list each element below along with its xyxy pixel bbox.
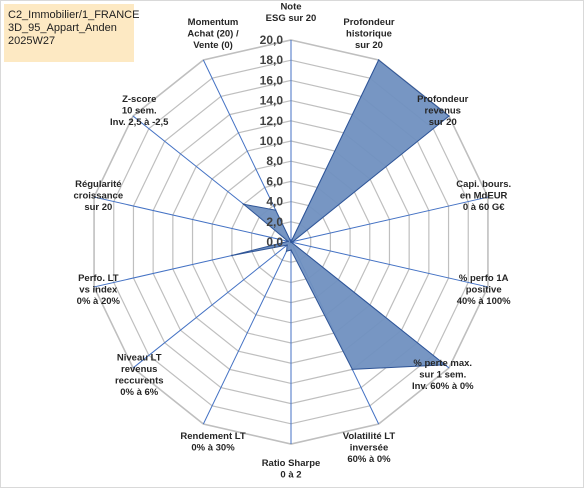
radar-tick-labels: 0,0 2,0 4,0 6,0 8,0 10,0 12,0 14,0 16,0 18,0 20,0 xyxy=(260,33,284,249)
axis-spoke-4 xyxy=(290,241,489,288)
data-point-4 xyxy=(290,241,292,243)
title-line-3: 2025W27 xyxy=(8,35,56,47)
axis-label-2-line-0: Profondeur xyxy=(417,94,468,105)
axis-label-13: Momentum Achat (20) / Vente (0) xyxy=(187,17,239,51)
axis-label-12-line-1: 10 sem. xyxy=(122,105,157,116)
axis-label-8-line-1: 0% à 30% xyxy=(191,442,235,453)
axis-label-9-line-1: revenus xyxy=(121,364,157,375)
axis-label-8: Rendement LT 0% à 30% xyxy=(180,431,245,454)
axis-label-2-line-2: sur 20 xyxy=(429,117,457,128)
axis-label-13-line-2: Vente (0) xyxy=(193,40,233,51)
tick-label-5: 10,0 xyxy=(260,134,284,148)
data-point-8 xyxy=(285,250,288,252)
axis-spoke-3 xyxy=(290,196,489,243)
axis-label-4-line-0: % perfo 1A xyxy=(459,273,509,284)
axis-label-13-line-0: Momentum xyxy=(188,17,239,28)
tick-label-3: 6,0 xyxy=(266,174,283,188)
axis-label-12: Z-score 10 sem. Inv. 2,5 à -2,5 xyxy=(110,94,169,128)
axis-label-0: Note ESG sur 20 xyxy=(266,2,317,25)
data-point-1 xyxy=(377,59,380,61)
data-point-11 xyxy=(287,240,289,243)
axis-label-10-line-0: Perfo. LT xyxy=(78,273,119,284)
data-point-6 xyxy=(351,368,354,371)
axis-label-10: Perfo. LT vs index 0% à 20% xyxy=(77,273,121,307)
tick-label-7: 14,0 xyxy=(260,94,284,108)
axis-label-5-line-0: % perte max. xyxy=(413,358,472,369)
tick-label-0: 0,0 xyxy=(266,235,283,249)
axis-label-5-line-2: Inv. 60% à 0% xyxy=(412,381,474,392)
axis-label-2: Profondeur revenus sur 20 xyxy=(417,94,468,128)
title-line-2: 3D_95_Appart_Anden xyxy=(8,22,117,34)
radar-axis-labels: Note ESG sur 20 Profondeur historique sur 20… xyxy=(73,2,511,481)
axis-spoke-11 xyxy=(93,196,292,243)
axis-label-3-line-2: 0 à 60 G€ xyxy=(463,202,505,213)
tick-label-9: 18,0 xyxy=(260,53,284,67)
axis-label-8-line-0: Rendement LT xyxy=(180,431,245,442)
axis-label-6-line-0: Volatilité LT xyxy=(343,431,396,442)
tick-label-10: 20,0 xyxy=(260,33,284,47)
axis-label-3: Capi. bours. en MdEUR 0 à 60 G€ xyxy=(456,179,511,213)
axis-label-2-line-1: revenus xyxy=(425,105,461,116)
data-point-9 xyxy=(286,244,288,246)
axis-spoke-9 xyxy=(132,241,292,369)
tick-label-6: 12,0 xyxy=(260,114,284,128)
data-point-2 xyxy=(448,115,450,117)
axis-label-11-line-1: croissance xyxy=(73,190,123,201)
tick-label-8: 16,0 xyxy=(260,73,284,87)
axis-label-7: Ratio Sharpe 0 à 2 xyxy=(262,458,321,481)
axis-label-11-line-0: Régularité xyxy=(75,179,121,190)
data-point-3 xyxy=(292,240,294,243)
axis-label-4-line-1: positive xyxy=(466,285,502,296)
tick-label-2: 4,0 xyxy=(266,195,283,209)
axis-label-5-line-1: sur 1 sem. xyxy=(419,370,466,381)
tick-label-1: 2,0 xyxy=(266,215,283,229)
radar-series xyxy=(231,59,450,371)
data-point-13 xyxy=(274,209,277,211)
axis-label-10-line-2: 0% à 20% xyxy=(77,296,121,307)
axis-label-12-line-0: Z-score xyxy=(122,94,156,105)
axis-label-0-line-0: Note xyxy=(280,2,301,13)
axis-label-1-line-0: Profondeur xyxy=(343,17,394,28)
axis-label-6-line-2: 60% à 0% xyxy=(347,454,391,465)
axis-label-9: Niveau LT revenus reccurents 0% à 6% xyxy=(115,352,164,398)
axis-label-3-line-1: en MdEUR xyxy=(460,190,508,201)
axis-label-9-line-2: reccurents xyxy=(115,375,164,386)
chart-title-box: C2_Immobilier/1_FRANCE 3D_95_Appart_Ande… xyxy=(4,4,140,62)
data-point-10 xyxy=(231,254,233,257)
axis-label-6-line-1: inversée xyxy=(350,442,389,453)
axis-label-10-line-1: vs index xyxy=(79,285,118,296)
axis-label-11-line-2: sur 20 xyxy=(84,202,112,213)
axis-label-3-line-0: Capi. bours. xyxy=(456,179,511,190)
axis-label-6: Volatilité LT inversée 60% à 0% xyxy=(343,431,396,465)
axis-label-9-line-3: 0% à 6% xyxy=(120,387,159,398)
axis-label-13-line-1: Achat (20) / xyxy=(187,29,239,40)
axis-label-7-line-1: 0 à 2 xyxy=(280,469,301,480)
axis-label-5: % perte max. sur 1 sem. Inv. 60% à 0% xyxy=(412,358,474,392)
axis-label-4-line-2: 40% à 100% xyxy=(457,296,511,307)
data-point-5 xyxy=(444,363,446,366)
tick-label-4: 8,0 xyxy=(266,154,283,168)
title-line-1: C2_Immobilier/1_FRANCE xyxy=(8,9,140,21)
axis-spoke-8 xyxy=(202,241,292,425)
axis-label-1-line-2: sur 20 xyxy=(355,40,383,51)
axis-label-4: % perfo 1A positive 40% à 100% xyxy=(457,273,511,307)
axis-label-0-line-1: ESG sur 20 xyxy=(266,13,317,24)
axis-label-12-line-2: Inv. 2,5 à -2,5 xyxy=(110,117,169,128)
data-point-7 xyxy=(290,249,292,251)
axis-label-7-line-0: Ratio Sharpe xyxy=(262,458,321,469)
axis-label-1: Profondeur historique sur 20 xyxy=(343,17,394,51)
data-point-12 xyxy=(242,203,245,206)
axis-label-1-line-1: historique xyxy=(346,29,392,40)
axis-label-9-line-0: Niveau LT xyxy=(117,352,162,363)
axis-label-11: Régularité croissance sur 20 xyxy=(73,179,123,213)
